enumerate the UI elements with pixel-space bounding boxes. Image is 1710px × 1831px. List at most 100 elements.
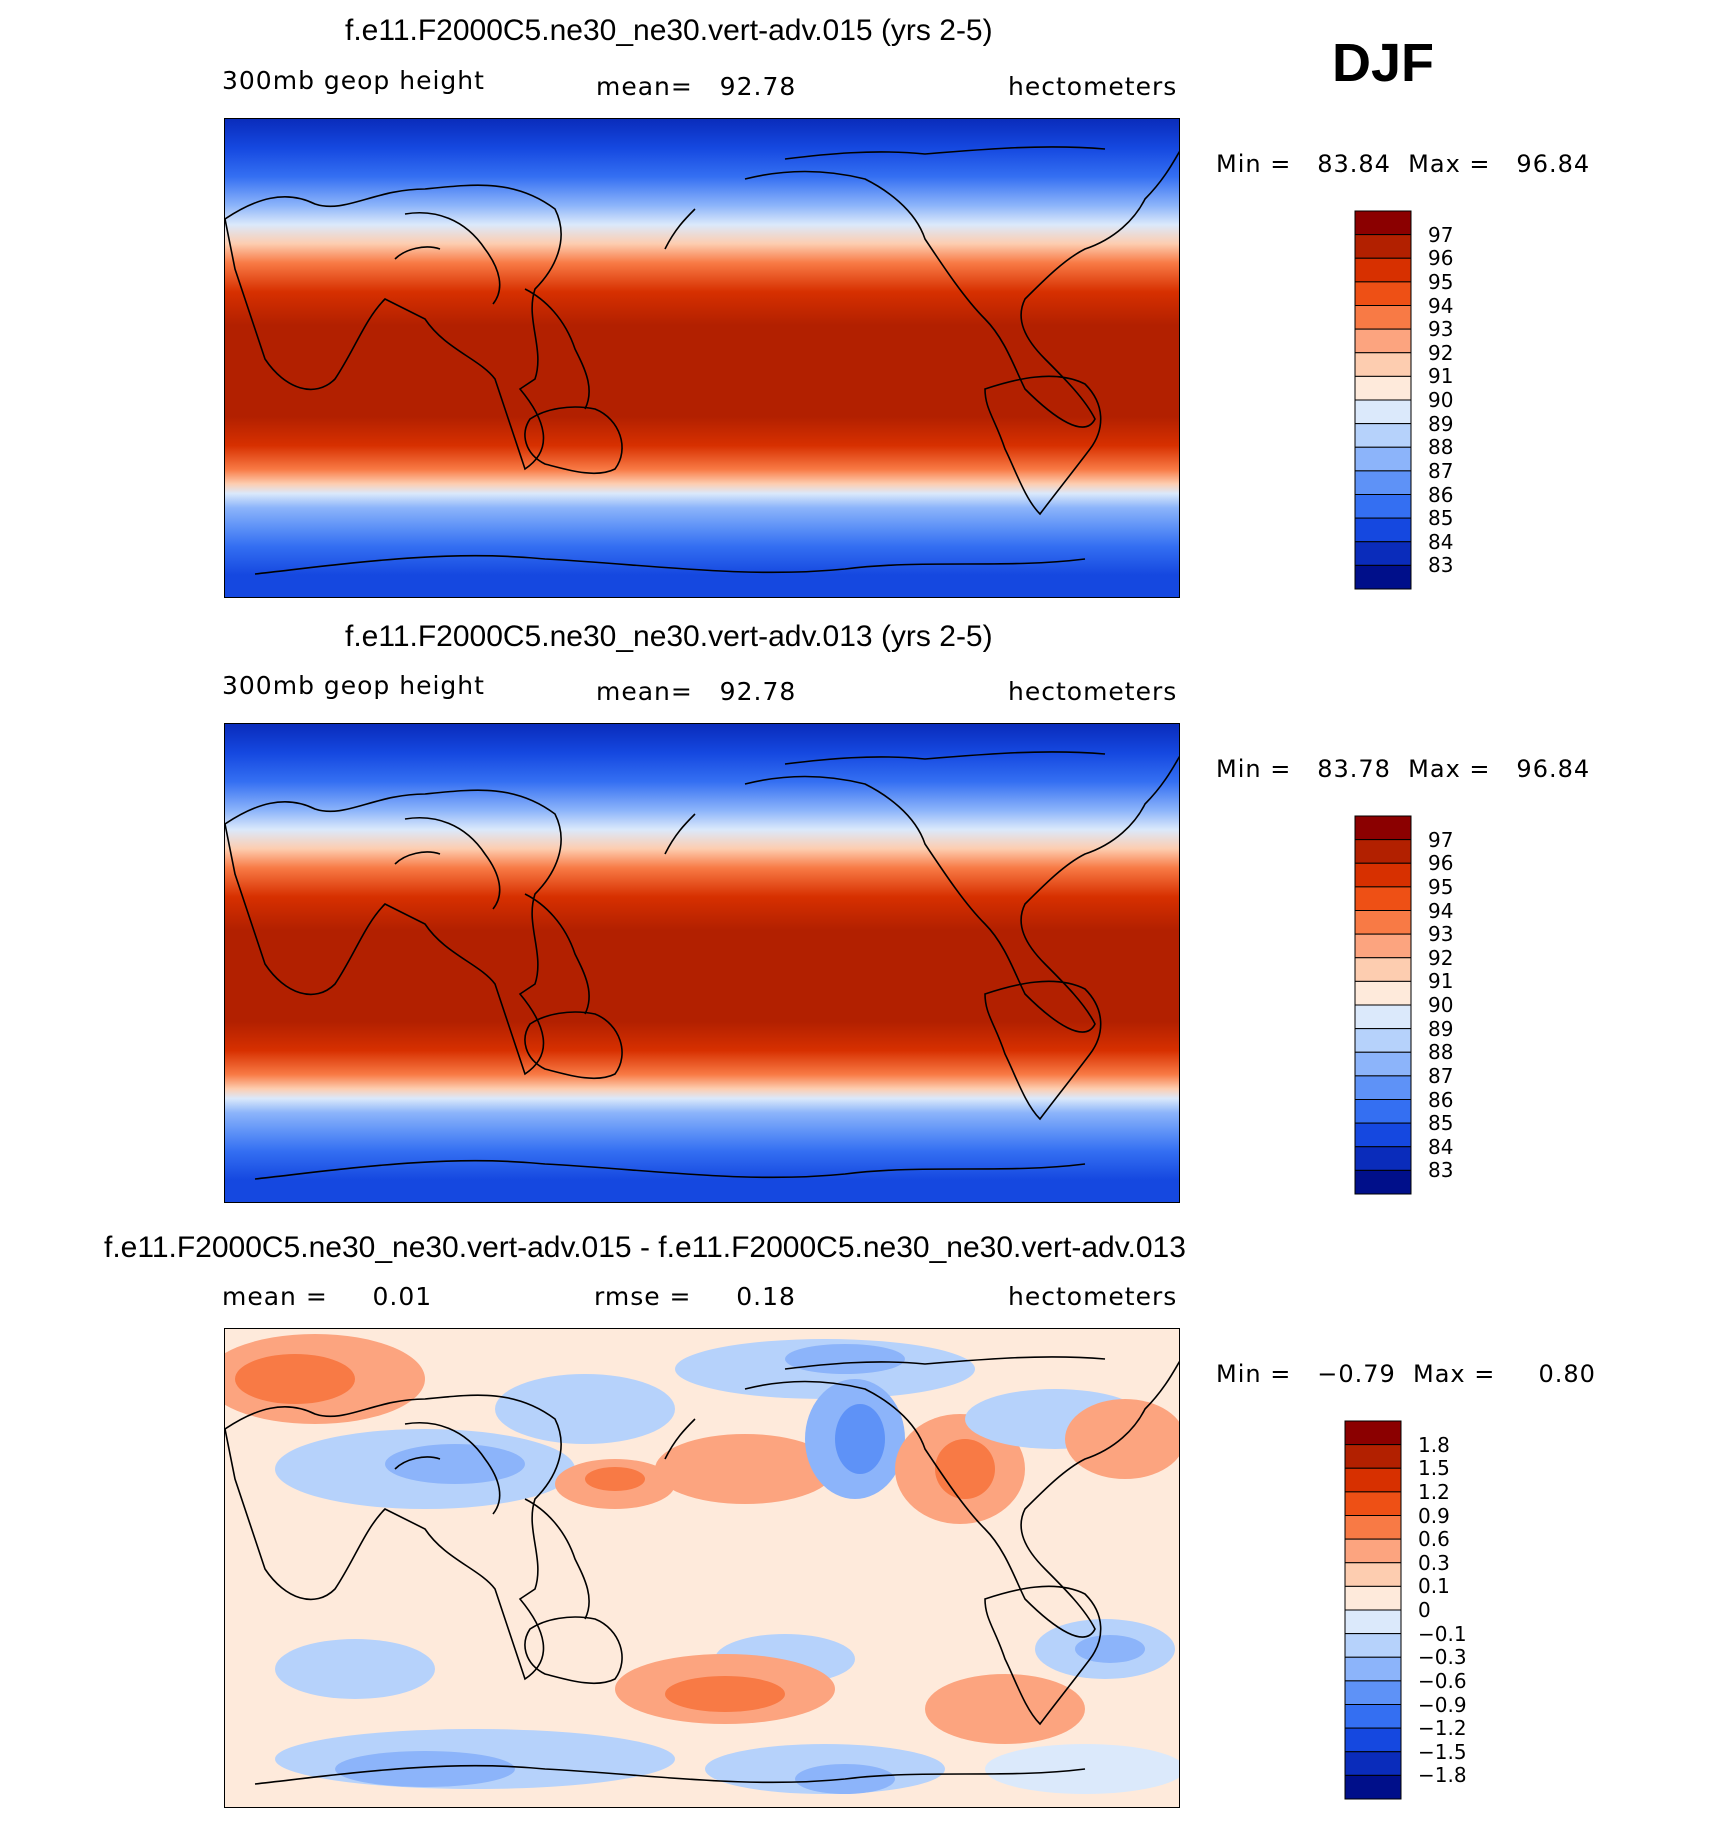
colorbar-tick-label: 85	[1428, 506, 1454, 531]
colorbar-tick-label: −1.2	[1418, 1716, 1467, 1741]
colorbar-tick-label: 89	[1428, 1016, 1454, 1041]
colorbar-swatch	[1354, 257, 1412, 283]
colorbar-swatch	[1344, 1751, 1402, 1776]
colorbar-tick-label: 87	[1428, 1063, 1454, 1088]
colorbar-swatch	[1344, 1538, 1402, 1564]
panel-2-map	[224, 723, 1180, 1203]
colorbar-swatch	[1354, 423, 1412, 448]
colorbar-tick-label: 95	[1428, 269, 1454, 294]
colorbar-swatch	[1354, 1028, 1412, 1053]
colorbar-swatch	[1354, 862, 1412, 888]
colorbar-swatch	[1344, 1585, 1402, 1611]
colorbar-tick-label: 91	[1428, 969, 1454, 994]
colorbar-swatch	[1344, 1491, 1402, 1516]
colorbar-swatch	[1344, 1562, 1402, 1587]
colorbar-tick-label: 97	[1428, 222, 1454, 247]
colorbar-swatch	[1354, 1099, 1412, 1124]
panel-1-map	[224, 118, 1180, 598]
colorbar-tick-label: −0.3	[1418, 1645, 1467, 1670]
colorbar-swatch	[1344, 1633, 1402, 1658]
colorbar-tick-label: 96	[1428, 246, 1454, 271]
colorbar-swatch	[1354, 234, 1412, 259]
panel-3-title: f.e11.F2000C5.ne30_ne30.vert-adv.015 - f…	[104, 1231, 1186, 1264]
colorbar-tick-label: 0.6	[1418, 1527, 1450, 1552]
colorbar-tick-label: 85	[1428, 1111, 1454, 1136]
colorbar-tick-label: 84	[1428, 1134, 1454, 1159]
colorbar-tick-label: 88	[1428, 435, 1454, 460]
colorbar-swatch	[1354, 564, 1412, 590]
colorbar-swatch	[1354, 1004, 1412, 1030]
colorbar-tick-label: 86	[1428, 1087, 1454, 1112]
panel-2-units-label: hectometers	[1008, 677, 1178, 706]
panel-1-colorbar	[1354, 210, 1412, 595]
colorbar-swatch	[1344, 1467, 1402, 1493]
colorbar-tick-label: 1.2	[1418, 1479, 1450, 1504]
colorbar-swatch	[1354, 1051, 1412, 1077]
colorbar-swatch	[1354, 399, 1412, 425]
panel-2-minmax: Min = 83.78 Max = 96.84	[1216, 755, 1591, 783]
panel-2-title: f.e11.F2000C5.ne30_ne30.vert-adv.013 (yr…	[345, 620, 993, 653]
colorbar-tick-label: 0.3	[1418, 1550, 1450, 1575]
panel-3-colorbar	[1344, 1420, 1402, 1805]
colorbar-tick-label: 0.1	[1418, 1574, 1450, 1599]
colorbar-swatch	[1354, 980, 1412, 1006]
colorbar-tick-label: 87	[1428, 458, 1454, 483]
colorbar-swatch	[1344, 1656, 1402, 1682]
coastlines	[225, 1356, 1179, 1785]
colorbar-swatch	[1354, 517, 1412, 543]
colorbar-tick-label: −1.8	[1418, 1763, 1467, 1788]
panel-2-colorbar	[1354, 815, 1412, 1200]
panel-3-rmse-label: rmse = 0.18	[594, 1282, 796, 1311]
panel-1-variable-label: 300mb geop height	[222, 66, 485, 95]
panel-1-mean-label: mean= 92.78	[596, 72, 797, 101]
colorbar-swatch	[1344, 1515, 1402, 1540]
colorbar-tick-label: 1.5	[1418, 1456, 1450, 1481]
colorbar-swatch	[1344, 1680, 1402, 1705]
colorbar-tick-label: 91	[1428, 364, 1454, 389]
coastlines	[225, 146, 1179, 575]
colorbar-tick-label: 92	[1428, 945, 1454, 970]
colorbar-swatch	[1344, 1727, 1402, 1753]
panel-2-mean-label: mean= 92.78	[596, 677, 797, 706]
colorbar-swatch	[1354, 281, 1412, 306]
colorbar-swatch	[1354, 957, 1412, 982]
colorbar-swatch	[1354, 1122, 1412, 1148]
colorbar-tick-label: 0.9	[1418, 1503, 1450, 1528]
colorbar-swatch	[1354, 446, 1412, 472]
panel-3-colorbar-swatches	[1344, 1420, 1402, 1800]
panel-2-variable-label: 300mb geop height	[222, 671, 485, 700]
colorbar-tick-label: 95	[1428, 874, 1454, 899]
colorbar-swatch	[1354, 910, 1412, 935]
coastlines	[225, 751, 1179, 1180]
colorbar-tick-label: 89	[1428, 411, 1454, 436]
anomaly-field	[225, 1334, 1179, 1794]
colorbar-tick-label: 84	[1428, 529, 1454, 554]
colorbar-swatch	[1344, 1774, 1402, 1800]
colorbar-swatch	[1354, 375, 1412, 401]
colorbar-tick-label: 86	[1428, 482, 1454, 507]
colorbar-tick-label: 93	[1428, 922, 1454, 947]
panel-2-colorbar-swatches	[1354, 815, 1412, 1195]
colorbar-tick-label: 1.8	[1418, 1432, 1450, 1457]
colorbar-tick-label: 90	[1428, 993, 1454, 1017]
colorbar-tick-label: −0.6	[1418, 1668, 1467, 1693]
colorbar-swatch	[1354, 305, 1412, 330]
colorbar-tick-label: 90	[1428, 388, 1454, 412]
colorbar-tick-label: 88	[1428, 1040, 1454, 1065]
colorbar-tick-label: 97	[1428, 827, 1454, 852]
colorbar-swatch	[1354, 933, 1412, 959]
colorbar-swatch	[1354, 886, 1412, 911]
colorbar-tick-label: 92	[1428, 340, 1454, 365]
colorbar-swatch	[1354, 352, 1412, 377]
colorbar-tick-label: −0.1	[1418, 1621, 1467, 1646]
colorbar-swatch	[1354, 328, 1412, 354]
colorbar-swatch	[1344, 1609, 1402, 1635]
colorbar-swatch	[1354, 815, 1412, 841]
colorbar-swatch	[1344, 1444, 1402, 1469]
colorbar-tick-label: 0	[1418, 1598, 1431, 1622]
colorbar-tick-label: 93	[1428, 317, 1454, 342]
panel-1-units-label: hectometers	[1008, 72, 1178, 101]
colorbar-tick-label: 96	[1428, 851, 1454, 876]
colorbar-swatch	[1354, 210, 1412, 236]
panel-1-minmax: Min = 83.84 Max = 96.84	[1216, 150, 1591, 178]
